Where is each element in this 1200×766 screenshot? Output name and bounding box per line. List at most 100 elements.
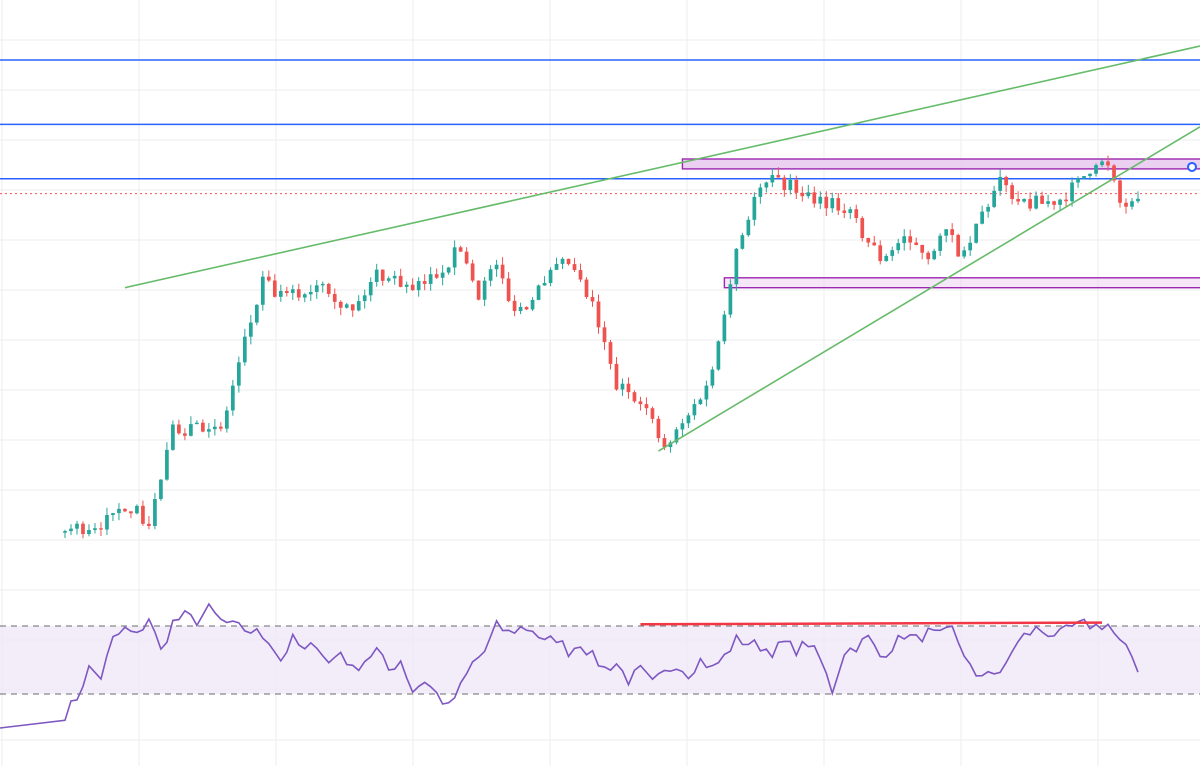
candle [219,422,223,432]
candle [272,274,277,298]
candle-body [536,285,541,300]
candle [566,258,571,266]
candle-body [1094,165,1098,174]
candle-body [830,198,835,209]
candle-body [686,415,691,424]
candle-body [986,206,990,212]
candle [338,300,343,316]
candle-body [770,175,775,183]
candle-body [368,281,373,296]
candle [944,229,949,243]
candle-body [932,250,937,260]
candle-body [704,385,709,400]
candle [1106,155,1110,171]
candle-body [1136,198,1140,202]
candle-body [602,327,607,343]
candle [87,524,91,537]
candle [962,246,967,259]
candle-body [219,426,223,429]
candle [207,423,211,438]
candle [332,288,337,309]
candle-body [135,505,139,514]
candle-body [87,530,91,535]
candle [950,223,955,243]
candle-body [530,299,535,310]
candle-body [302,294,307,298]
candle [614,357,619,391]
candle [242,328,247,366]
candle [69,524,73,536]
candle [135,504,139,515]
candle-body [93,528,97,531]
candle-body [878,245,883,262]
candle-body [75,523,79,529]
candle [812,186,817,208]
candle-body [81,523,85,535]
candle-body [434,274,439,278]
candle-body [458,247,463,252]
candle [548,267,553,287]
rsi-divergence-line [640,621,1103,626]
candle-body [386,278,391,281]
candle [938,233,943,256]
candle-body [207,429,211,432]
candle-body [500,264,505,279]
candle [674,427,679,445]
candle [404,281,409,294]
candle [800,186,805,202]
candle [620,378,625,396]
candle-body [111,513,115,516]
candle-body [260,276,265,305]
candle-body [69,528,73,532]
candle-body [1010,185,1014,200]
candle [147,515,151,530]
candle-body [380,269,385,281]
candle [926,250,931,265]
candle-body [1046,201,1050,204]
candle-body [872,242,877,246]
candle-body [278,291,283,297]
candle [111,512,115,522]
candle-body [914,242,919,245]
candle-body [824,196,829,209]
candle-body [842,210,847,213]
candle-body [248,322,253,337]
candle [596,294,601,334]
candle-body [464,251,469,264]
candle [476,280,481,301]
candle-body [230,385,235,411]
candle [1136,191,1140,204]
candle [818,191,823,209]
candle-body [854,209,859,219]
candle [776,167,781,178]
candle [830,192,835,213]
candle-body [356,301,361,311]
candle [302,292,307,303]
candle-body [1106,161,1110,166]
candle [536,284,541,301]
candle-body [1058,199,1062,205]
candle [350,304,355,317]
candle [1046,194,1050,208]
candle-body [272,280,277,297]
upper-zone [681,158,1200,170]
candle-body [698,399,703,405]
candle [201,419,205,433]
candle [195,420,199,425]
candle-body [782,177,787,191]
candle [608,339,613,370]
candle [1034,191,1038,210]
candle [788,174,793,195]
candle [1004,175,1008,193]
candle-body [740,235,745,249]
candle-body [938,235,943,251]
candle-body [788,179,793,191]
candle [410,278,415,291]
candle-body [674,429,679,443]
candle-body [344,304,349,308]
candle-body [896,243,901,251]
candle [704,380,709,407]
candle [890,246,895,261]
candle [842,203,847,219]
candle [650,406,655,424]
